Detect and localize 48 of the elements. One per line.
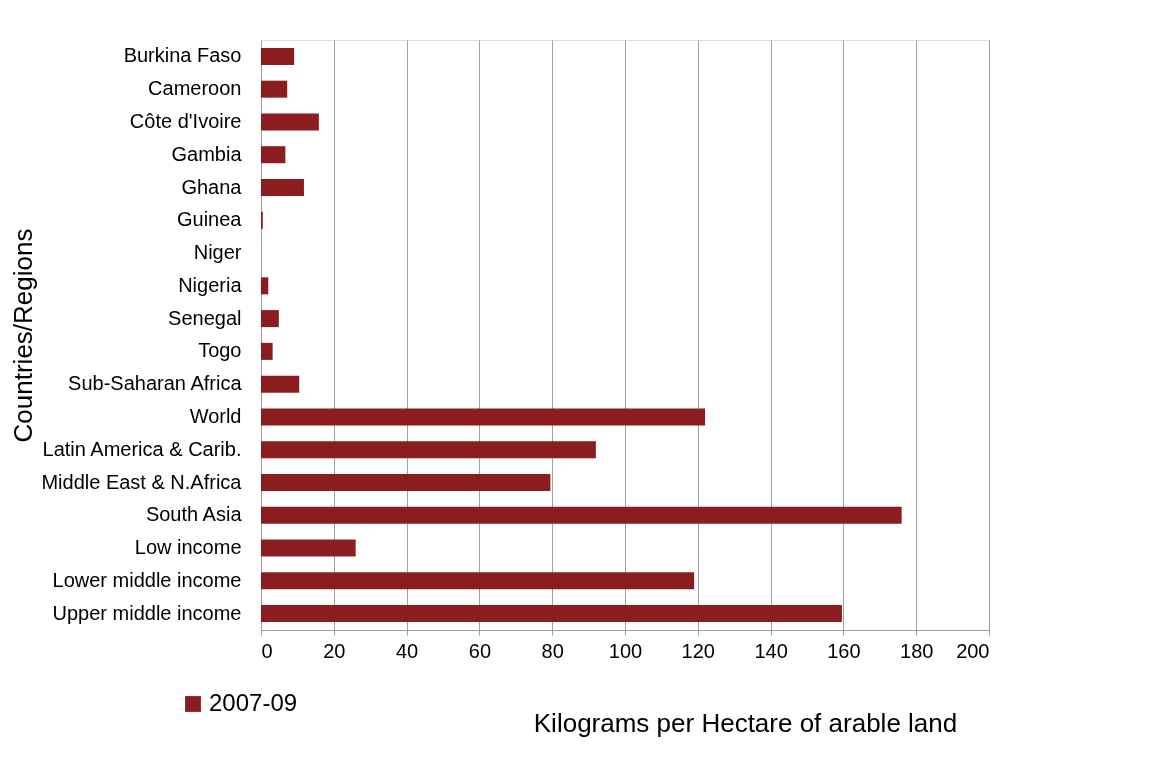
y-tick-label: Sub-Saharan Africa <box>68 372 243 395</box>
y-tick-label: Togo <box>198 339 242 362</box>
bar <box>261 605 842 623</box>
y-tick-label: South Asia <box>145 503 243 526</box>
y-tick-label: Senegal <box>168 306 242 329</box>
x-tick-label: 180 <box>900 639 934 662</box>
bar <box>261 47 295 65</box>
x-tick-label: 200 <box>956 639 990 662</box>
y-tick-label: Guinea <box>177 208 243 231</box>
y-tick-label: Middle East & N.Africa <box>41 470 243 493</box>
bar <box>261 474 551 491</box>
bar <box>261 572 695 590</box>
x-axis-title: Kilograms per Hectare of arable land <box>533 707 958 738</box>
x-tick-label: 0 <box>261 639 273 662</box>
bar <box>261 146 286 164</box>
y-tick-label: Upper middle income <box>52 601 242 624</box>
bar <box>261 342 273 360</box>
bar <box>261 375 300 393</box>
bar <box>261 506 902 524</box>
x-tick-label: 140 <box>754 639 788 662</box>
y-tick-label: Gambia <box>171 142 243 165</box>
bar <box>261 539 356 557</box>
x-tick-label: 160 <box>827 639 861 662</box>
bar <box>261 277 269 295</box>
y-tick-label: World <box>189 404 242 427</box>
bar <box>261 310 279 328</box>
x-tick-label: 40 <box>395 639 419 662</box>
y-tick-label: Low income <box>134 536 242 559</box>
x-tick-label: 80 <box>541 639 564 662</box>
y-tick-label: Côte d'Ivoire <box>129 109 242 132</box>
x-tick-label: 60 <box>468 639 492 662</box>
y-tick-label: Ghana <box>181 175 243 198</box>
y-tick-label: Lower middle income <box>52 568 242 591</box>
y-tick-label: Niger <box>193 241 242 264</box>
bar <box>261 179 304 196</box>
y-tick-label: Nigeria <box>178 273 243 296</box>
x-tick-label: 20 <box>323 639 346 662</box>
y-tick-label: Latin America & Carib. <box>42 437 242 460</box>
legend-label: 2007-09 <box>209 689 298 716</box>
y-tick-label: Burkina Faso <box>123 44 242 67</box>
y-tick-label: Cameroon <box>148 77 242 100</box>
bar <box>261 80 288 98</box>
x-tick-label: 120 <box>681 639 715 662</box>
x-tick-label: 100 <box>608 639 643 662</box>
y-axis-title: Countries/Regions <box>7 228 38 443</box>
bar <box>261 441 596 459</box>
bar <box>261 408 706 426</box>
bar <box>261 113 319 131</box>
